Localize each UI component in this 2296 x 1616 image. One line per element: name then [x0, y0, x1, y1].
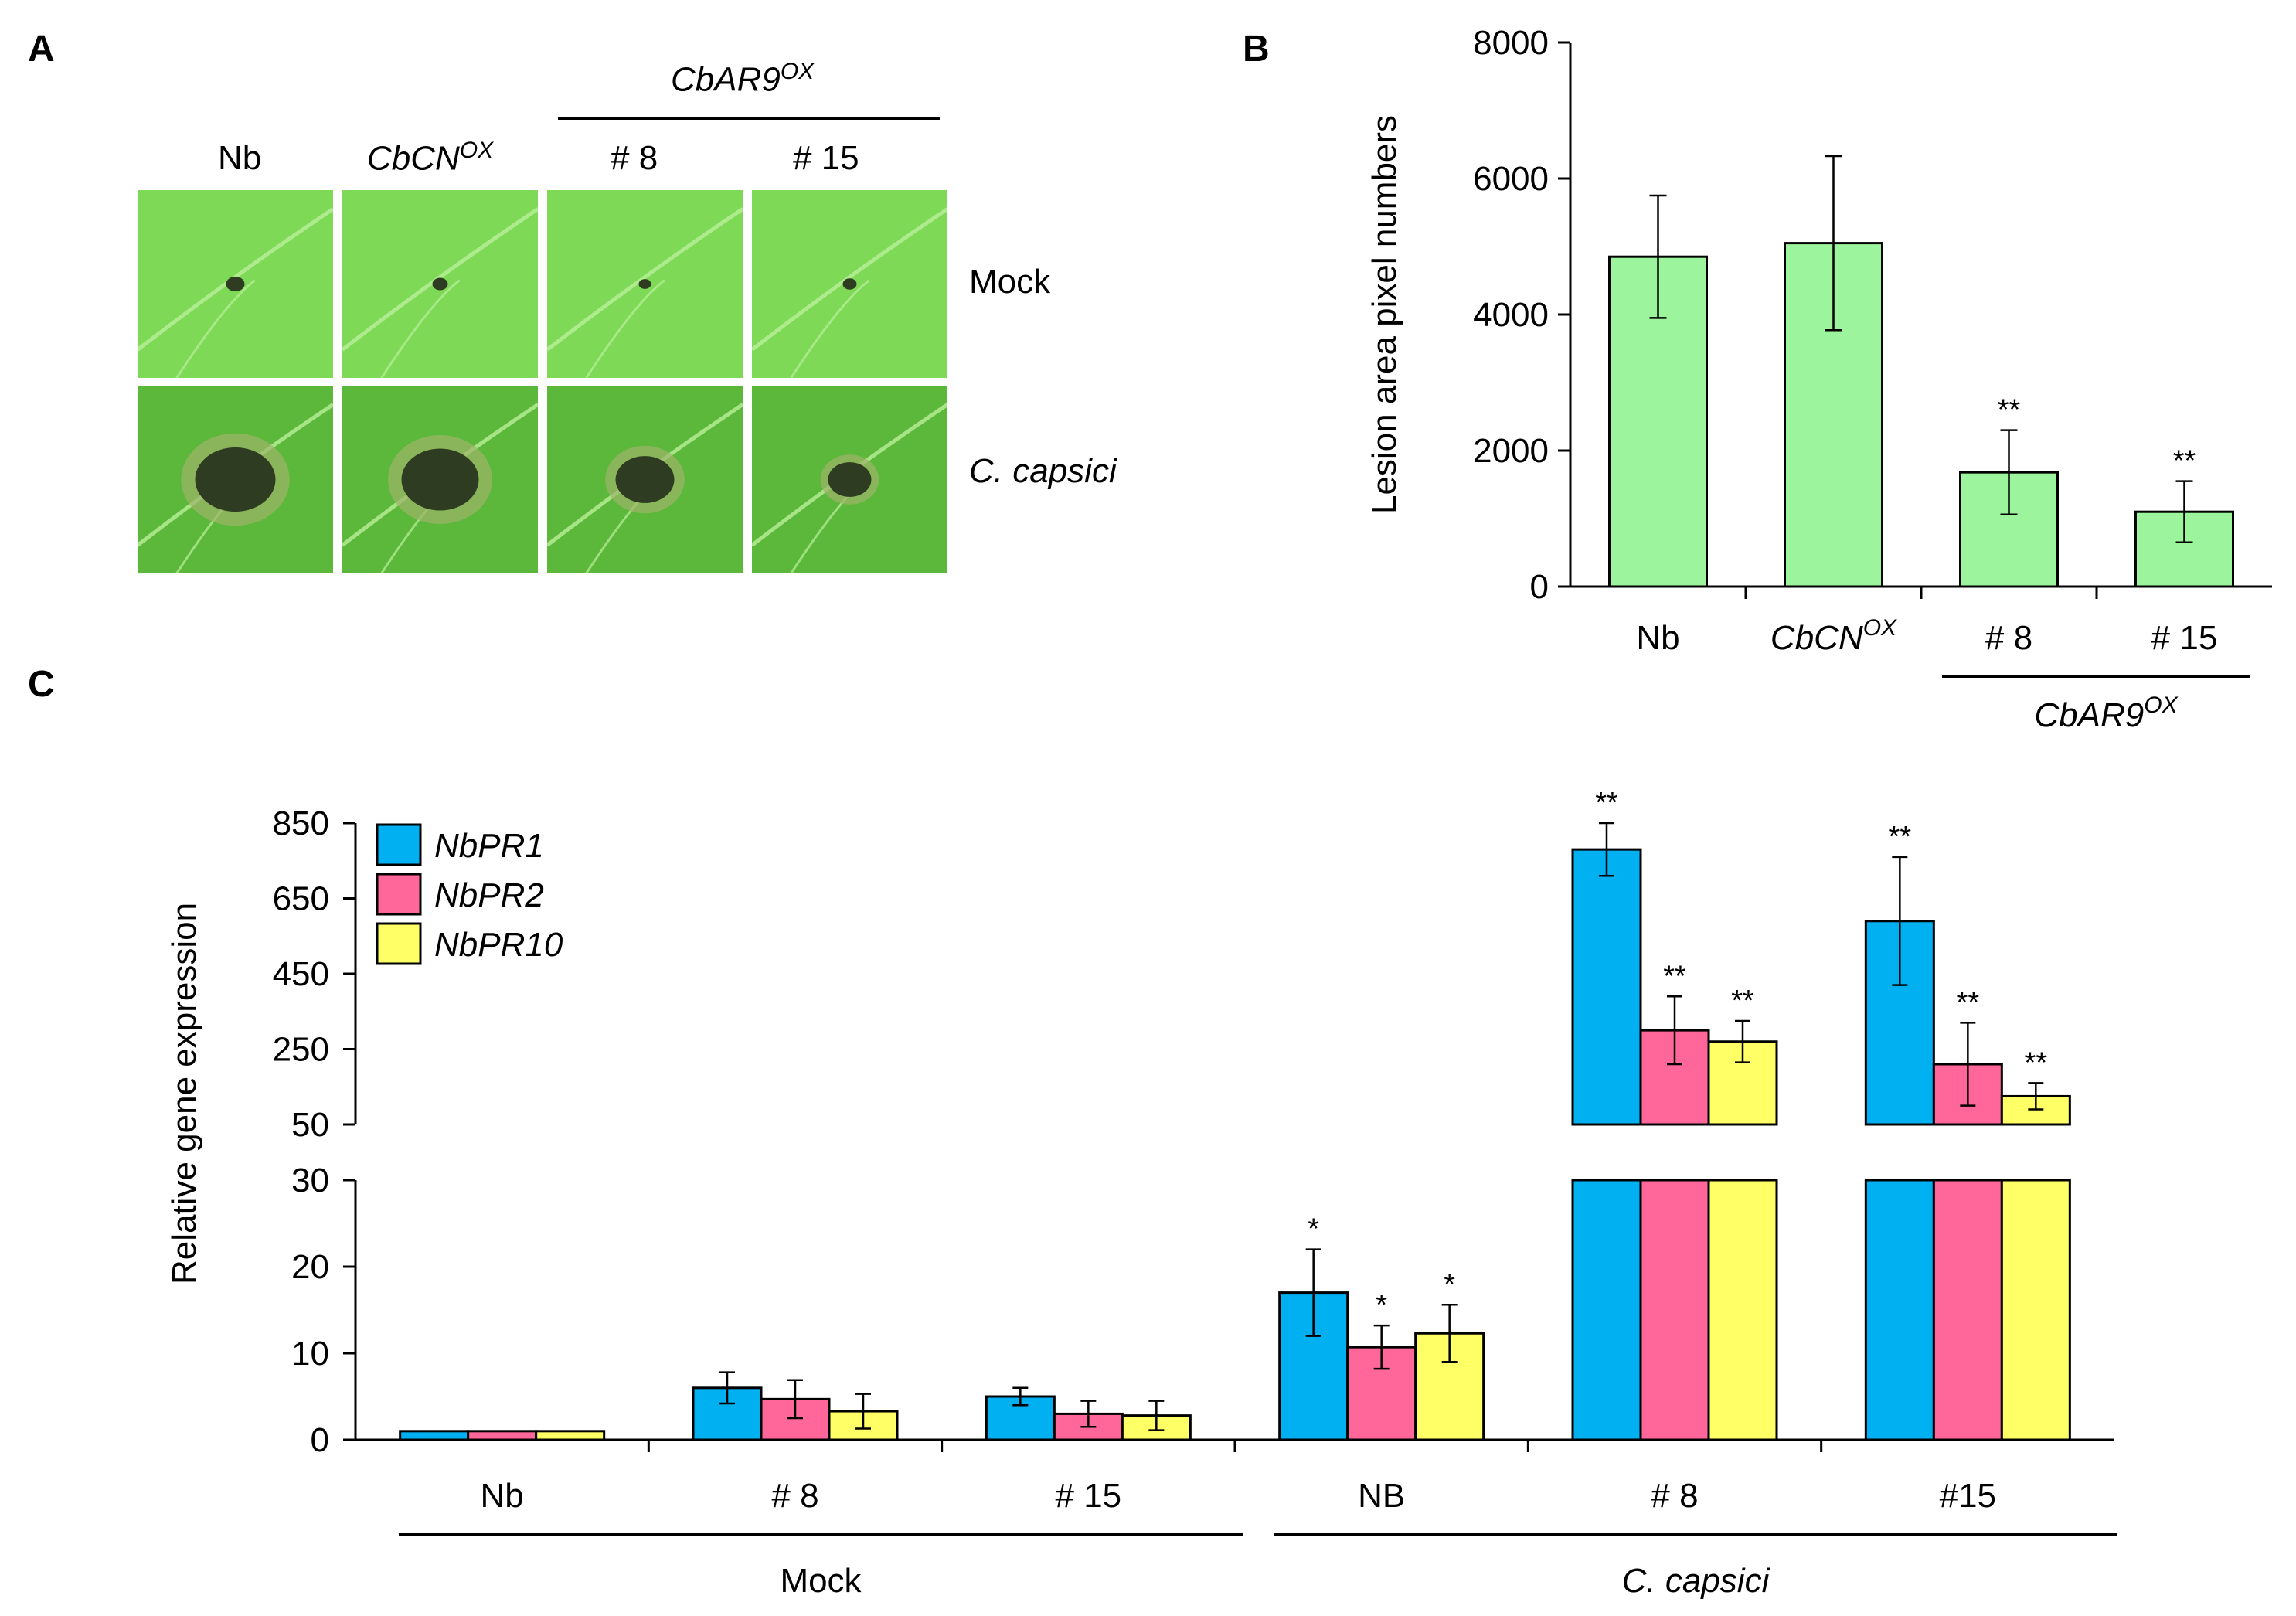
lesion: [401, 448, 479, 511]
leaf-vein: [342, 207, 538, 352]
panel-letter-b: B: [1243, 29, 1270, 70]
y-tick-label: 0: [1530, 568, 1549, 606]
x-tick-label: # 8: [1651, 1477, 1698, 1515]
panel-a-col-label-8: # 8: [611, 139, 658, 177]
leaf-vein: [790, 279, 870, 378]
leaf-vein: [175, 279, 256, 378]
leaf-vein: [547, 207, 743, 352]
y-tick-label: 20: [291, 1248, 329, 1286]
significance-mark: **: [1731, 985, 1754, 1017]
significance-mark: *: [1376, 1289, 1387, 1322]
significance-mark: **: [1663, 960, 1686, 992]
bar: [1414, 1332, 1485, 1441]
y-tick-label: 10: [291, 1335, 329, 1373]
bar-lower-segment: [1707, 1179, 1778, 1441]
y-tick-label: 8000: [1473, 24, 1549, 62]
legend-swatch: [376, 922, 422, 965]
x-tick-label: # 15: [1056, 1477, 1122, 1515]
x-tick-label: # 8: [771, 1477, 818, 1515]
panel-letter-a: A: [28, 29, 55, 70]
panel-a-group-label: CbAR9OX: [671, 59, 815, 99]
panel-a-col-label-15: # 15: [793, 139, 859, 177]
bar: [535, 1430, 606, 1441]
significance-mark: **: [1957, 986, 1980, 1019]
y-tick-label: 6000: [1473, 160, 1549, 198]
y-tick-label: 2000: [1473, 432, 1549, 470]
legend-label: NbPR10: [434, 926, 563, 964]
panel-a-col-label-cbcn: CbCNOX: [367, 138, 494, 178]
group-label-mock: Mock: [780, 1562, 862, 1600]
leaf-photo: [138, 190, 333, 378]
bar-upper-segment: [1571, 848, 1642, 1126]
y-axis-label: Relative gene expression: [165, 903, 203, 1284]
bar-lower-segment: [1932, 1179, 2003, 1441]
bar-lower-segment: [2000, 1179, 2071, 1441]
leaf-photo: [752, 386, 947, 573]
legend-label: NbPR1: [434, 827, 544, 865]
leaf-photo: [342, 190, 538, 378]
y-tick-label: 0: [311, 1421, 329, 1459]
leaf-vein: [752, 207, 947, 352]
x-tick-label: NB: [1358, 1477, 1405, 1515]
bar: [467, 1430, 538, 1441]
leaf-vein: [380, 279, 461, 378]
y-tick-label: 850: [273, 805, 329, 842]
x-tick-label: #15: [1940, 1477, 1996, 1515]
leaf-vein: [585, 279, 665, 378]
y-tick-label: 30: [291, 1162, 329, 1199]
lesion: [615, 456, 675, 503]
significance-mark: **: [1889, 821, 1912, 853]
leaf-photo: [342, 386, 538, 573]
bar-lower-segment: [1864, 1179, 1935, 1441]
x-tick-label: # 8: [1985, 619, 2032, 657]
x-tick-label: Nb: [481, 1477, 524, 1515]
y-tick-label: 650: [273, 880, 329, 918]
leaf-photo: [752, 190, 947, 378]
leaf-photo: [547, 190, 743, 378]
leaf-photo: [138, 386, 333, 573]
significance-mark: **: [2025, 1046, 2048, 1079]
lesion: [842, 278, 857, 290]
lesion: [432, 277, 448, 291]
panel-a-col-label-nb: Nb: [218, 139, 262, 177]
y-tick-label: 450: [273, 955, 329, 993]
lesion: [195, 447, 276, 512]
significance-mark: **: [1998, 394, 2021, 427]
legend-label: NbPR2: [434, 876, 544, 914]
significance-mark: *: [1444, 1268, 1455, 1301]
lesion: [226, 276, 245, 292]
panel-a-row-label-mock: Mock: [969, 263, 1051, 301]
x-tick-label: # 15: [2151, 619, 2218, 657]
group-label-ccapsici: C. capsici: [1622, 1562, 1770, 1600]
y-axis-label: Lesion area pixel numbers: [1366, 115, 1403, 514]
bar-lower-segment: [1571, 1179, 1642, 1441]
legend-swatch: [376, 823, 422, 866]
significance-mark: **: [1595, 787, 1618, 819]
legend-swatch: [376, 873, 422, 916]
significance-mark: *: [1308, 1213, 1319, 1246]
y-tick-label: 4000: [1473, 296, 1549, 334]
bar: [399, 1430, 470, 1441]
x-tick-label: CbCNOX: [1770, 615, 1897, 657]
lesion: [828, 462, 872, 497]
lesion: [638, 279, 651, 289]
group-label: CbAR9OX: [2034, 692, 2178, 734]
panel-letter-c: C: [28, 664, 55, 705]
panel-a-group-bracket: [558, 117, 940, 120]
y-tick-label: 250: [273, 1031, 329, 1069]
bar-lower-segment: [1639, 1179, 1710, 1441]
significance-mark: **: [2173, 445, 2196, 478]
leaf-photo: [547, 386, 743, 573]
panel-a-row-label-ccapsici: C. capsici: [969, 452, 1117, 490]
x-tick-label: Nb: [1636, 619, 1679, 657]
y-tick-label: 50: [291, 1106, 329, 1144]
chart-panel-b: 0 2000 4000 6000 8000 Lesion area pixel numbe…: [1366, 24, 2272, 734]
